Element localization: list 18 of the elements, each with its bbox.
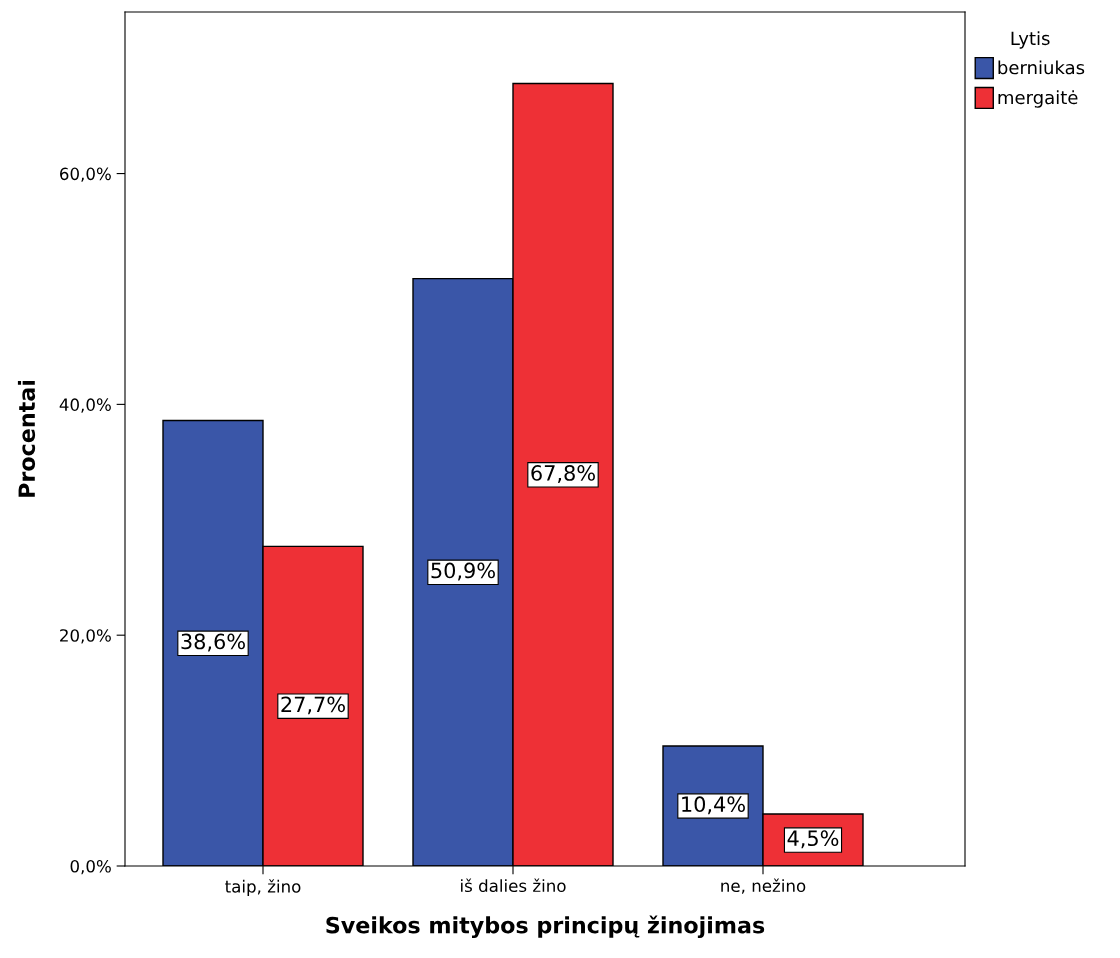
data-label: 50,9% bbox=[431, 562, 495, 581]
y-axis-title: Procentai bbox=[17, 380, 36, 497]
x-tick-label: ne, nežino bbox=[721, 878, 806, 894]
data-label: 10,4% bbox=[682, 796, 745, 815]
y-tick-label: 20,0% bbox=[60, 629, 111, 644]
legend-title: Lytis bbox=[1011, 31, 1050, 49]
data-label: 67,8% bbox=[531, 465, 595, 483]
legend-label: berniukas bbox=[998, 60, 1085, 75]
x-axis-title: Sveikos mitybos principų žinojimas bbox=[326, 915, 765, 939]
x-tick-label: taip, žino bbox=[225, 879, 301, 896]
y-tick-label: 60,0% bbox=[60, 167, 111, 182]
data-label: 27,7% bbox=[281, 696, 345, 715]
data-label: 38,6% bbox=[181, 633, 245, 652]
legend-label: mergaitė bbox=[998, 90, 1078, 108]
data-label: 4,5% bbox=[787, 830, 839, 849]
y-tick-label: 0,0% bbox=[70, 859, 111, 875]
y-tick-label: 40,0% bbox=[59, 398, 111, 413]
x-tick-label: iš dalies žino bbox=[461, 878, 566, 893]
